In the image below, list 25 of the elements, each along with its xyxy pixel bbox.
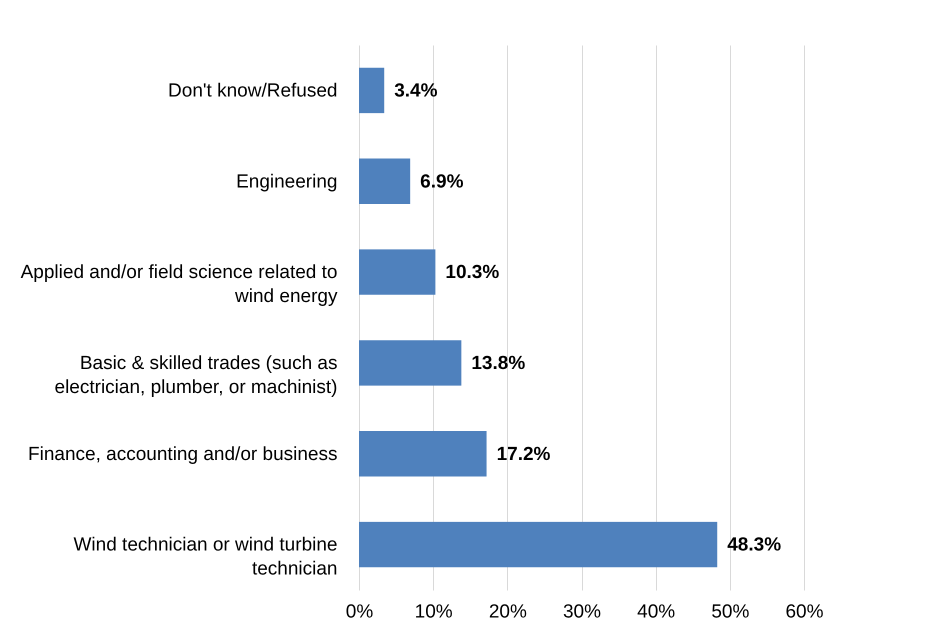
bar <box>359 340 462 386</box>
data-label: 13.8% <box>471 352 526 374</box>
y-tick-label: Applied and/or field science related to wind energy <box>20 262 338 308</box>
x-tick-label: 30% <box>562 602 602 622</box>
bar <box>359 249 436 295</box>
y-tick-label: Engineering <box>236 171 338 192</box>
y-tick-label: Don't know/Refused <box>168 80 338 102</box>
y-tick-label: Wind technician or wind turbine technician <box>73 534 338 580</box>
data-label: 3.4% <box>394 80 438 102</box>
data-label: 10.3% <box>445 262 500 284</box>
x-tick-label: 50% <box>711 602 750 622</box>
y-tick-label: Basic & skilled trades (such as electrician, plumber, or machinist) <box>54 352 338 398</box>
x-tick-label: 60% <box>785 602 824 622</box>
data-label: 17.2% <box>496 444 551 465</box>
data-label: 48.3% <box>727 534 782 556</box>
data-label: 6.9% <box>420 171 464 192</box>
bar <box>359 68 384 114</box>
y-tick-label: Finance, accounting and/or business <box>28 444 338 465</box>
x-tick-label: 0% <box>346 602 374 622</box>
bar <box>359 431 487 476</box>
x-tick-label: 10% <box>414 602 453 622</box>
x-tick-label: 40% <box>637 602 676 622</box>
x-tick-label: 20% <box>488 602 527 622</box>
bar <box>359 158 410 204</box>
bar <box>359 522 718 568</box>
